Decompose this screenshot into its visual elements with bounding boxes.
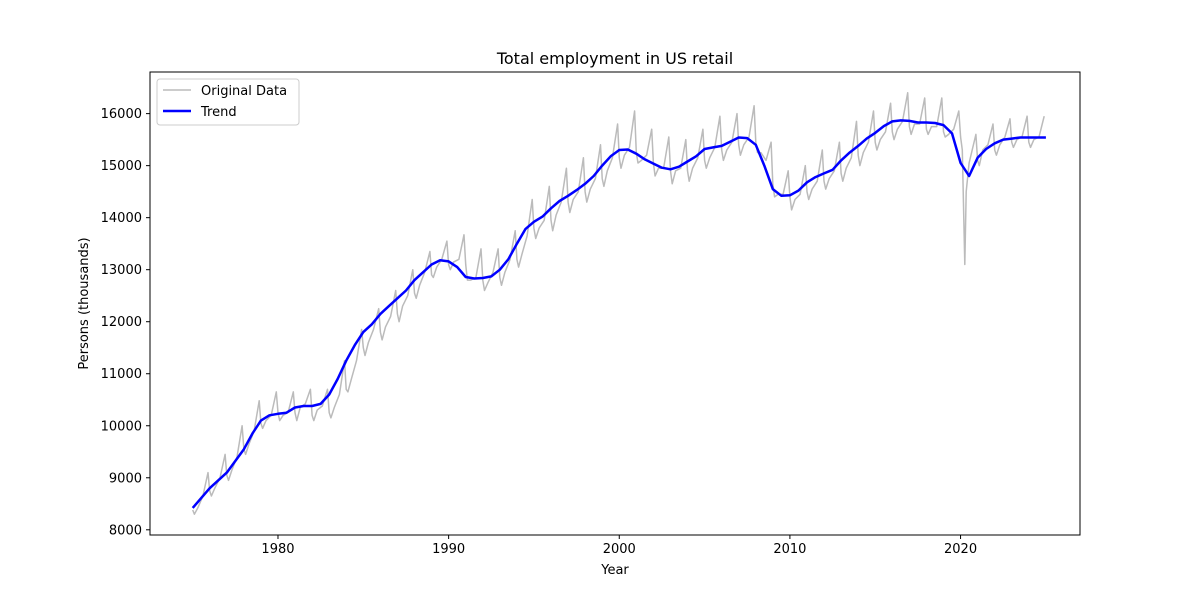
x-tick-label: 2020	[944, 542, 977, 557]
legend-box	[156, 78, 300, 126]
y-tick-label: 10000	[101, 419, 142, 434]
y-tick-label: 15000	[101, 159, 142, 174]
x-axis-label: Year	[600, 563, 629, 578]
x-tick-label: 2000	[603, 542, 636, 557]
y-tick-label: 12000	[101, 315, 142, 330]
x-tick-label: 2010	[773, 542, 806, 557]
y-tick-label: 9000	[109, 471, 142, 486]
plot-data	[191, 92, 1046, 515]
y-axis-label: Persons (thousands)	[77, 237, 92, 369]
legend-label-original: Original Data	[201, 84, 287, 99]
series-line-trend	[191, 119, 1046, 509]
y-axis: 8000 9000 10000 11000 12000 13000 14000 15000 16…	[101, 107, 150, 538]
x-axis: 1980 1990 2000 2010 2020	[261, 535, 977, 557]
series-line-original-data	[192, 92, 1045, 515]
y-tick-label: 16000	[101, 107, 142, 122]
plot-frame	[149, 71, 1081, 536]
chart-title: Total employment in US retail	[496, 49, 733, 68]
legend-label-trend: Trend	[200, 105, 237, 120]
y-tick-label: 13000	[101, 263, 142, 278]
y-tick-label: 14000	[101, 211, 142, 226]
legend: Original Data Trend	[156, 78, 300, 126]
y-tick-label: 11000	[101, 367, 142, 382]
x-tick-label: 1980	[261, 542, 294, 557]
y-tick-label: 8000	[109, 523, 142, 538]
x-tick-label: 1990	[432, 542, 465, 557]
